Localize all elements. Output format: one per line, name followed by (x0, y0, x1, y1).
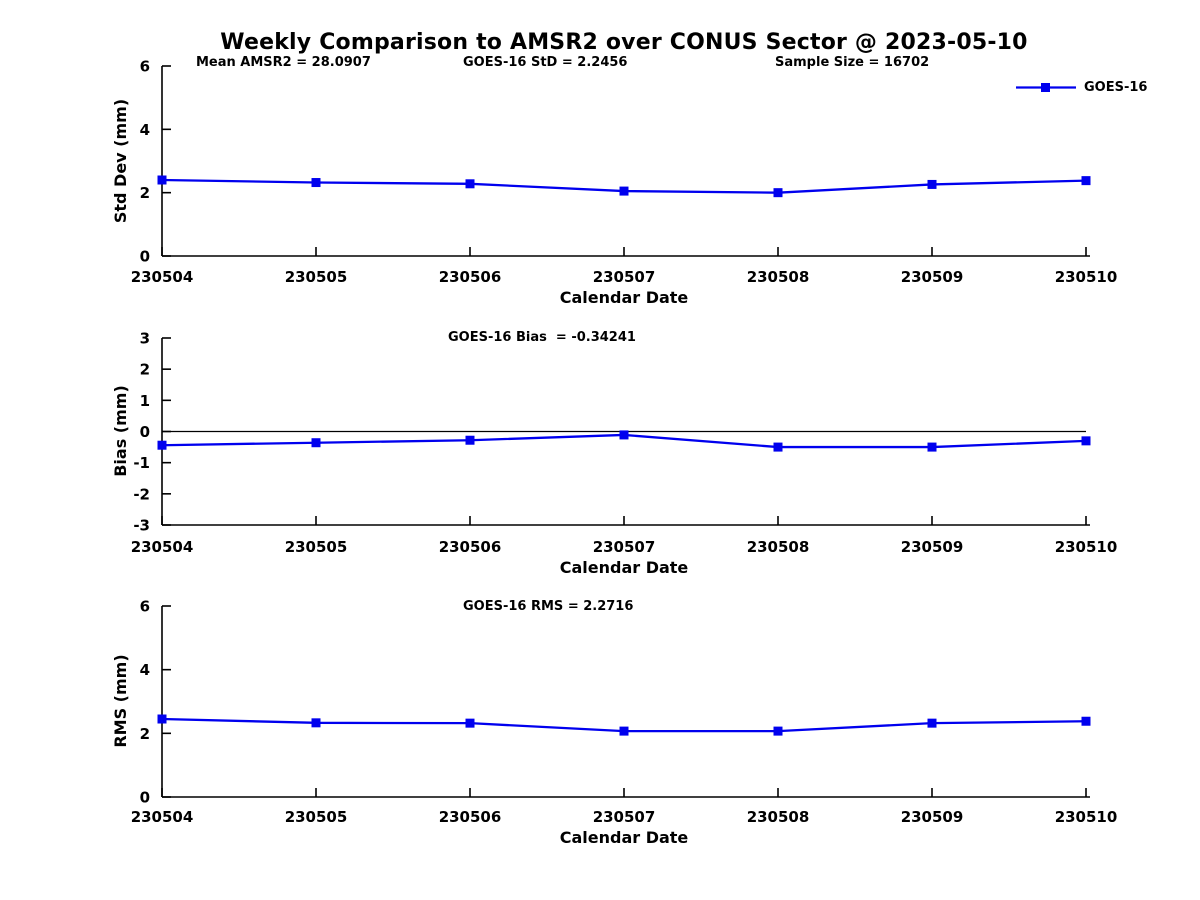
svg-text:0: 0 (140, 789, 150, 807)
svg-text:0: 0 (140, 248, 150, 266)
svg-text:230509: 230509 (901, 268, 964, 286)
svg-text:230510: 230510 (1055, 808, 1118, 826)
svg-text:2: 2 (140, 361, 150, 379)
svg-text:230508: 230508 (747, 538, 810, 556)
svg-text:0: 0 (140, 423, 150, 441)
svg-text:230508: 230508 (747, 268, 810, 286)
svg-text:230506: 230506 (439, 538, 502, 556)
legend: GOES-16 (1016, 80, 1147, 95)
svg-text:6: 6 (140, 598, 150, 616)
annotation-goes16-bias: GOES-16 Bias = -0.34241 (448, 330, 636, 345)
svg-text:230509: 230509 (901, 538, 964, 556)
svg-text:1: 1 (140, 392, 150, 410)
svg-text:230504: 230504 (131, 538, 194, 556)
svg-text:2: 2 (140, 725, 150, 743)
svg-text:4: 4 (140, 121, 150, 139)
svg-text:230505: 230505 (285, 808, 348, 826)
svg-text:230507: 230507 (593, 538, 656, 556)
annotation-goes16-rms: GOES-16 RMS = 2.2716 (463, 599, 634, 614)
svg-text:-3: -3 (133, 517, 150, 535)
xlabel-chart3: Calendar Date (559, 828, 689, 847)
svg-text:6: 6 (140, 58, 150, 76)
xlabel-chart2: Calendar Date (559, 558, 689, 577)
page-title: Weekly Comparison to AMSR2 over CONUS Se… (220, 30, 1028, 55)
annotation-goes16-std: GOES-16 StD = 2.2456 (463, 55, 628, 70)
annotation-sample-size: Sample Size = 16702 (775, 55, 930, 70)
svg-text:230508: 230508 (747, 808, 810, 826)
svg-text:230504: 230504 (131, 808, 194, 826)
svg-text:230506: 230506 (439, 268, 502, 286)
svg-text:230504: 230504 (131, 268, 194, 286)
svg-text:3: 3 (140, 330, 150, 348)
svg-text:230507: 230507 (593, 808, 656, 826)
svg-text:230507: 230507 (593, 268, 656, 286)
svg-text:2: 2 (140, 184, 150, 202)
svg-text:-1: -1 (133, 454, 150, 472)
xlabel-chart1: Calendar Date (559, 288, 689, 307)
svg-text:4: 4 (140, 661, 150, 679)
svg-text:230510: 230510 (1055, 268, 1118, 286)
svg-text:230506: 230506 (439, 808, 502, 826)
legend-line-marker-icon (1016, 83, 1076, 92)
svg-text:230505: 230505 (285, 268, 348, 286)
legend-label: GOES-16 (1084, 80, 1148, 95)
svg-text:230509: 230509 (901, 808, 964, 826)
annotation-mean-amsr2: Mean AMSR2 = 28.0907 (196, 55, 371, 70)
svg-text:-2: -2 (133, 485, 150, 503)
svg-text:230505: 230505 (285, 538, 348, 556)
svg-text:230510: 230510 (1055, 538, 1118, 556)
